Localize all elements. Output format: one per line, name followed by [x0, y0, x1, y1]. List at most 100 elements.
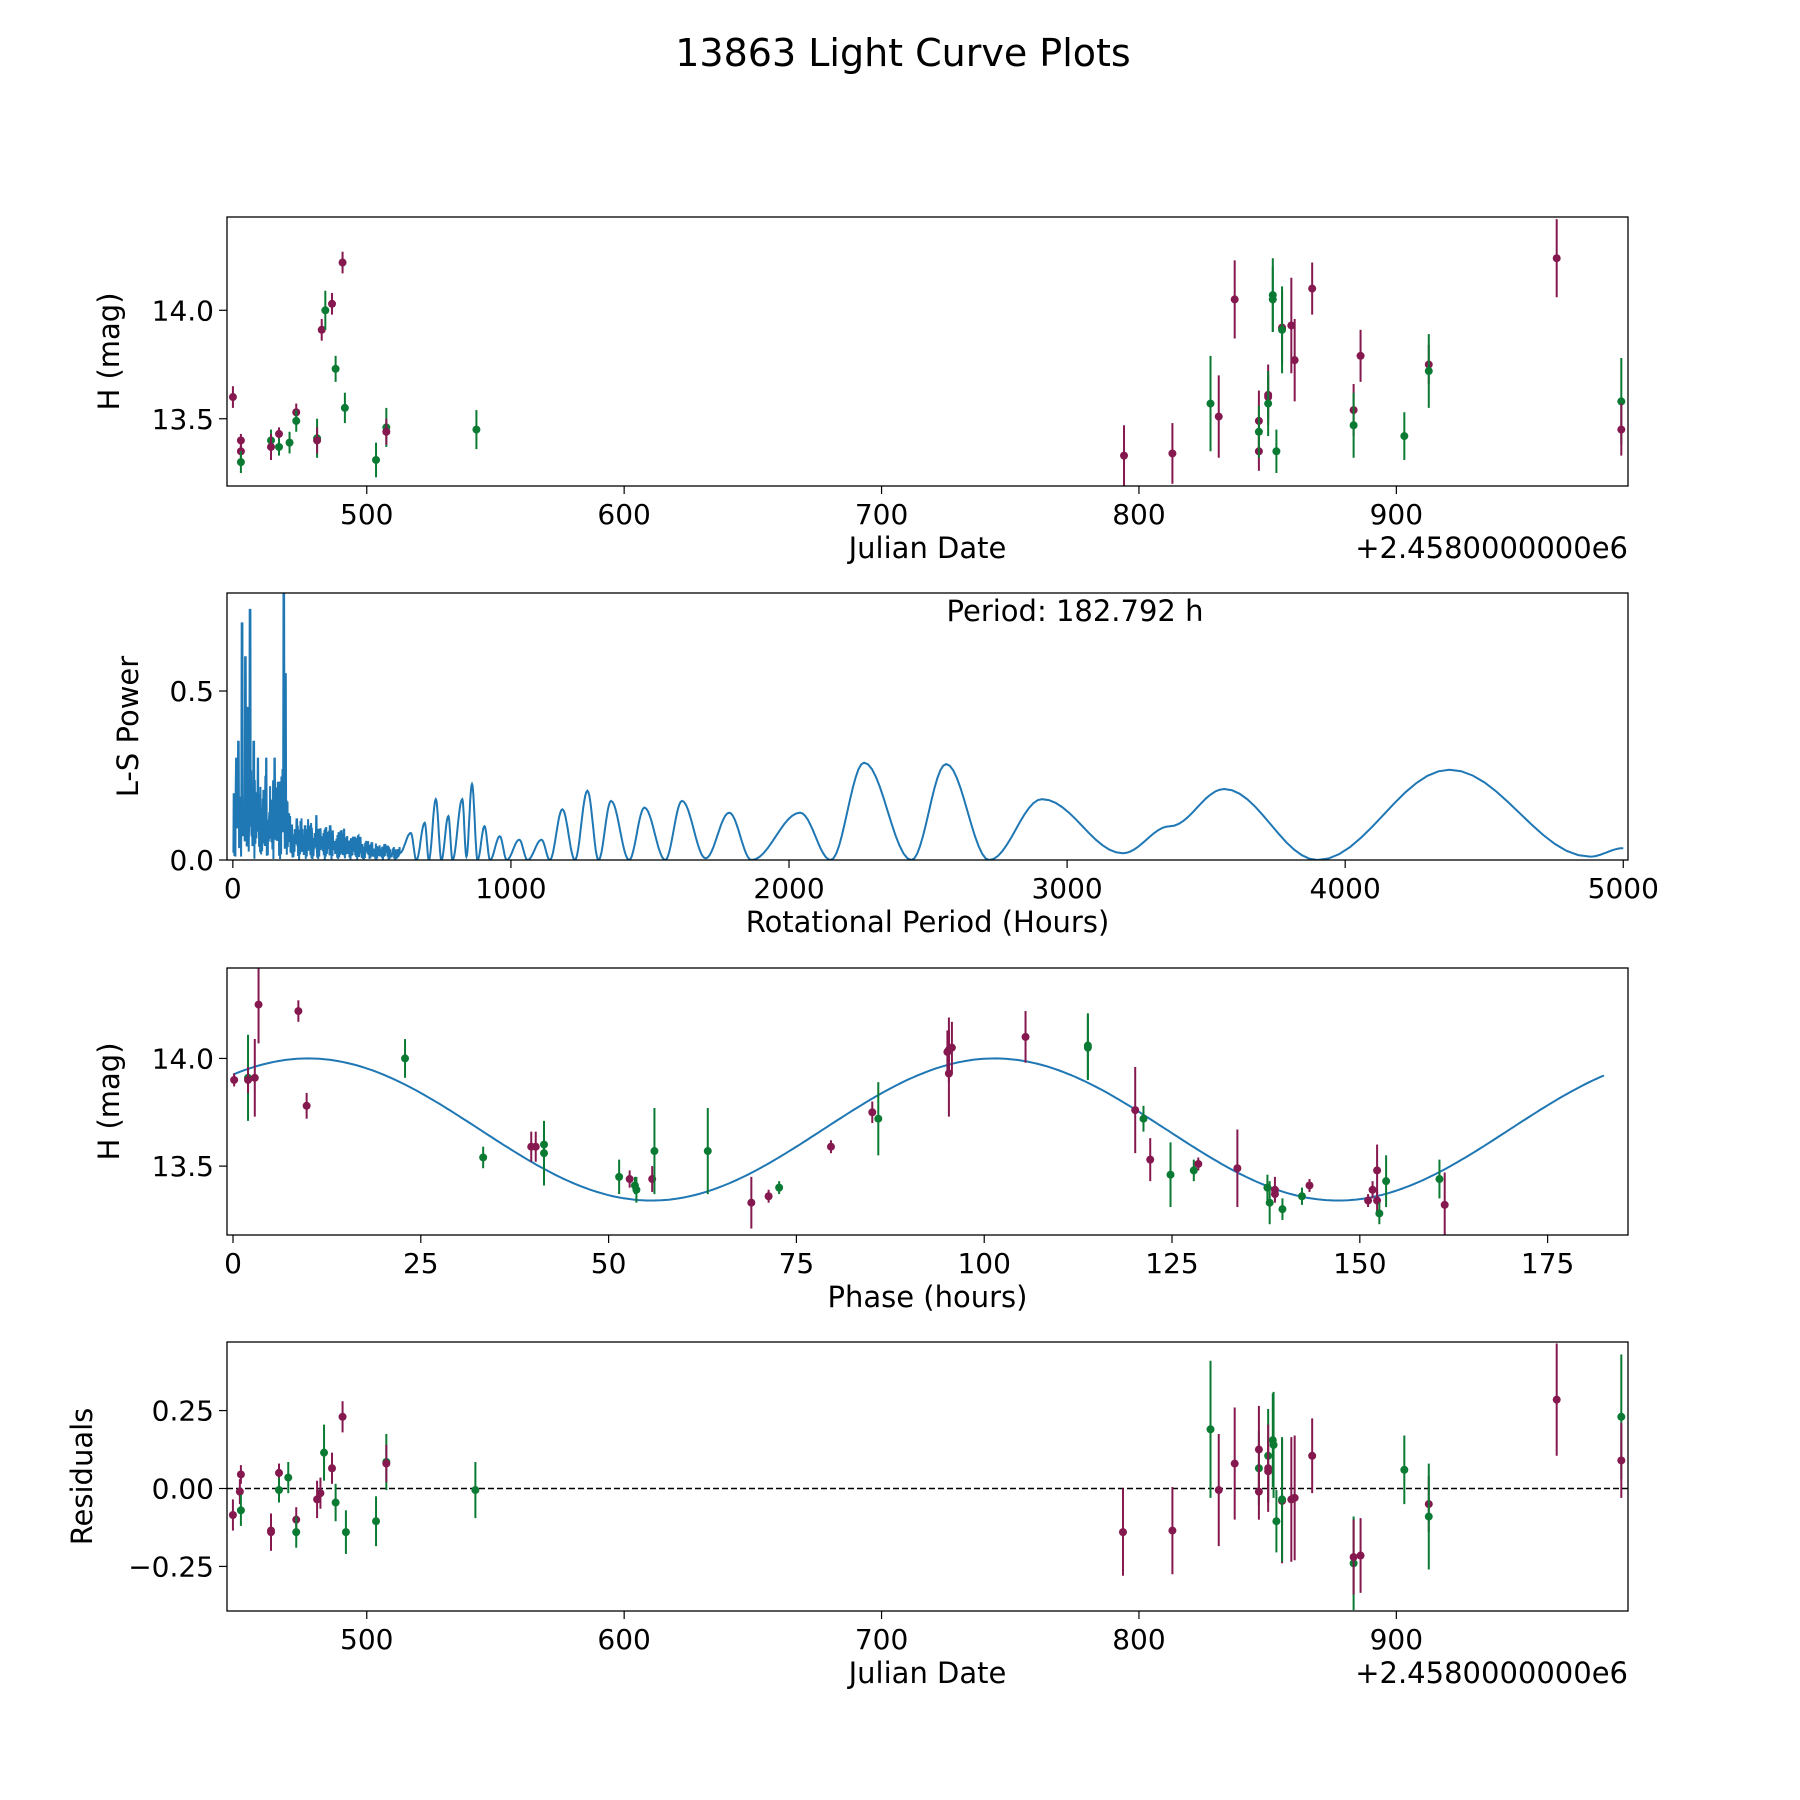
data-point [401, 1054, 410, 1063]
data-point [540, 1140, 549, 1149]
panel-residuals: 500 600 700 800 900 −0.25 0.00 0.25 Julian Date R… [65, 1341, 1629, 1690]
data-point [1264, 1467, 1273, 1476]
data-point [340, 403, 349, 412]
data-point [1382, 1177, 1391, 1186]
y-axis-label: H (mag) [92, 292, 126, 410]
x-tick-label: 125 [1145, 1247, 1198, 1280]
data-point [1206, 399, 1215, 408]
data-point [1168, 1526, 1177, 1535]
data-point [372, 455, 381, 464]
y-axis-label: Residuals [65, 1408, 99, 1546]
data-point [284, 1473, 293, 1482]
data-point [1278, 325, 1287, 334]
data-point [1118, 1528, 1127, 1537]
data-point [294, 1007, 303, 1016]
axes-frame [226, 216, 1629, 487]
data-point [1424, 367, 1433, 376]
data-point [1233, 1164, 1242, 1173]
panel-phased: 0 25 50 75 100 125 150 175 13.5 14.0 Phase (hours)… [92, 967, 1629, 1314]
data-point [650, 1147, 659, 1156]
data-point [274, 442, 283, 451]
data-point [372, 1517, 381, 1526]
axes-frame [226, 1341, 1629, 1612]
data-point [1254, 427, 1263, 436]
panel-periodogram: 0 1000 2000 3000 4000 5000 0.0 0.5 Rotational Pe… [111, 592, 1659, 939]
data-point [316, 1489, 325, 1498]
x-axis-label: Julian Date [847, 1656, 1007, 1690]
y-tick-label: 13.5 [152, 1150, 214, 1183]
model-curve [232, 1057, 1605, 1202]
data-point [1269, 1440, 1278, 1449]
data-point [313, 1495, 322, 1504]
data-point [331, 364, 340, 373]
data-point [1214, 1486, 1223, 1495]
data-point [1139, 1114, 1148, 1123]
data-point [1278, 1495, 1287, 1504]
x-tick-label: 500 [340, 498, 393, 531]
data-point [341, 1528, 350, 1537]
data-point [1083, 1043, 1092, 1052]
plot-area [232, 593, 1624, 860]
data-point [274, 429, 283, 438]
data-point [1254, 1487, 1263, 1496]
data-point [302, 1101, 311, 1110]
data-point [1194, 1159, 1203, 1168]
data-point [1287, 321, 1296, 330]
x-tick-label: 900 [1370, 1623, 1423, 1656]
x-tick-label: 800 [1112, 498, 1165, 531]
data-point [292, 1528, 301, 1537]
data-point [1264, 399, 1273, 408]
data-point [1440, 1200, 1449, 1209]
data-point [244, 1075, 253, 1084]
data-point [1265, 1198, 1274, 1207]
y-tick-label: 13.5 [152, 403, 214, 436]
data-point [1268, 295, 1277, 304]
data-point [1617, 1456, 1626, 1465]
data-point [250, 1073, 259, 1082]
x-axis-label: Julian Date [847, 531, 1007, 565]
x-tick-label: 800 [1112, 1623, 1165, 1656]
x-axis-label: Phase (hours) [828, 1280, 1028, 1314]
data-point [1290, 1493, 1299, 1502]
data-point [1146, 1155, 1155, 1164]
data-point [868, 1108, 877, 1117]
x-tick-label: 0 [224, 872, 242, 905]
data-point [826, 1142, 835, 1151]
data-point [1270, 1190, 1279, 1199]
x-tick-label: 600 [597, 1623, 650, 1656]
data-point [1305, 1181, 1314, 1190]
data-point [1375, 1209, 1384, 1218]
data-point [1349, 1553, 1358, 1562]
data-point [632, 1185, 641, 1194]
data-point [338, 1412, 347, 1421]
data-point [472, 425, 481, 434]
data-point [1230, 1459, 1239, 1468]
data-point [236, 1506, 245, 1515]
data-point [747, 1198, 756, 1207]
data-point [1368, 1185, 1377, 1194]
data-point [321, 306, 330, 315]
data-point [228, 393, 237, 402]
data-point [1189, 1166, 1198, 1175]
data-point [1272, 447, 1281, 456]
plot-area [227, 1343, 1628, 1611]
y-axis-label: H (mag) [92, 1042, 126, 1160]
x-tick-label: 600 [597, 498, 650, 531]
data-point [317, 325, 326, 334]
data-point [1206, 1425, 1215, 1434]
data-point [1214, 412, 1223, 421]
data-point [1254, 1445, 1263, 1454]
axes-frame [226, 967, 1629, 1236]
data-point [1297, 1192, 1306, 1201]
data-point [947, 1043, 956, 1052]
data-point [1278, 1205, 1287, 1214]
data-point [228, 1510, 237, 1519]
x-tick-label: 100 [957, 1247, 1010, 1280]
x-tick-label: 0 [224, 1247, 242, 1280]
data-point [285, 438, 294, 447]
data-point [267, 442, 276, 451]
data-point [1373, 1166, 1382, 1175]
periodogram-line [232, 593, 1624, 860]
data-point [236, 458, 245, 467]
